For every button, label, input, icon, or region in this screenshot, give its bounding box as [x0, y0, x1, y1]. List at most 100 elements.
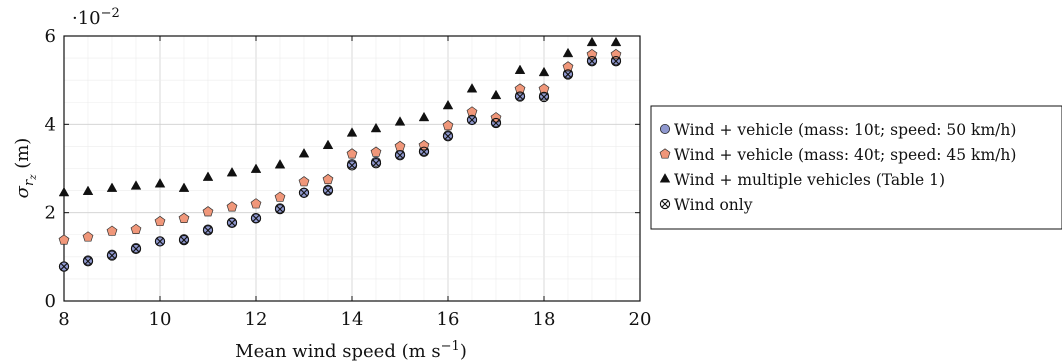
data-point: [490, 112, 502, 123]
legend-label: Wind + vehicle (mass: 40t; speed: 45 km/…: [674, 146, 1016, 164]
y-axis-label-unit: (m): [12, 138, 33, 175]
x-axis-label-close: ): [460, 341, 467, 362]
y-tick-label: 0: [45, 291, 56, 312]
data-point: [298, 187, 310, 198]
data-point: [514, 64, 526, 74]
data-point: [562, 61, 574, 72]
series-2: [58, 48, 622, 245]
data-point: [394, 116, 406, 126]
legend-label: Wind only: [674, 196, 753, 214]
data-point: [538, 91, 550, 103]
data-point: [538, 83, 550, 94]
data-point: [154, 236, 166, 247]
x-tick-label: 18: [533, 309, 556, 330]
data-point: [394, 140, 406, 151]
data-point: [610, 48, 622, 60]
y-tick-label: 6: [45, 26, 56, 47]
data-point: [298, 148, 310, 158]
x-tick-label: 20: [629, 309, 652, 330]
data-point: [346, 160, 358, 171]
legend-marker: [659, 198, 671, 210]
series-3: [58, 36, 622, 197]
data-point: [562, 47, 574, 58]
data-point: [466, 114, 478, 126]
data-point: [130, 243, 142, 255]
y-tick-label: 4: [45, 114, 56, 135]
x-tick-label: 8: [58, 309, 69, 330]
data-point: [586, 36, 598, 47]
data-point: [466, 83, 478, 93]
data-point: [226, 217, 238, 228]
data-point: [370, 122, 382, 133]
data-point: [418, 146, 430, 157]
data-point: [226, 167, 238, 177]
data-point: [202, 206, 214, 217]
data-point: [202, 225, 214, 236]
data-point: [106, 250, 118, 261]
data-point: [514, 83, 526, 94]
x-tick-label: 16: [437, 309, 460, 330]
data-point: [154, 215, 166, 227]
legend-marker: [659, 173, 671, 183]
y-axis-label-subsub: z: [28, 174, 39, 181]
legend-label: Wind + vehicle (mass: 10t; speed: 50 km/…: [674, 121, 1016, 139]
data-point: [322, 173, 334, 185]
data-point: [250, 163, 262, 173]
legend-label: Wind + multiple vehicles (Table 1): [674, 171, 945, 189]
data-point: [202, 171, 214, 181]
data-point: [178, 182, 190, 192]
data-point: [154, 178, 166, 188]
data-point: [322, 185, 334, 196]
data-point: [82, 256, 94, 267]
data-point: [490, 117, 502, 129]
x-axis-label-superscript: −1: [441, 339, 460, 354]
data-point: [514, 91, 526, 102]
data-point: [610, 56, 622, 67]
y-axis-label-sub: r: [22, 179, 37, 186]
data-point: [610, 36, 622, 47]
y-axis-label: σrz (m): [12, 138, 39, 199]
data-point: [274, 159, 286, 169]
series-4: [58, 56, 622, 272]
x-tick-label: 12: [245, 309, 268, 330]
y-tick-label: 2: [45, 203, 56, 224]
data-point: [586, 56, 598, 67]
data-point: [562, 69, 574, 80]
data-point: [178, 212, 190, 223]
data-point: [58, 234, 70, 245]
x-tick-label: 10: [149, 309, 172, 330]
x-axis-label: Mean wind speed (m s−1): [235, 339, 467, 362]
data-point: [226, 201, 238, 212]
data-point: [346, 148, 358, 159]
data-point: [106, 225, 118, 236]
data-point: [322, 139, 334, 150]
axis-ticks: 8 10 12 14 16 18 20 0 2 4 6: [45, 26, 652, 330]
data-point: [130, 223, 142, 235]
data-point: [250, 198, 262, 209]
data-point: [586, 48, 598, 60]
data-point: [442, 131, 454, 142]
data-point: [370, 146, 382, 157]
data-point: [418, 111, 430, 122]
data-point: [442, 99, 454, 110]
data-point: [274, 191, 286, 202]
data-point: [298, 176, 310, 187]
data-point: [250, 213, 262, 224]
data-point: [442, 120, 454, 131]
data-point: [274, 203, 286, 215]
legend-marker: [659, 148, 671, 159]
data-point: [538, 66, 550, 77]
data-point: [82, 231, 94, 242]
series-1: [59, 55, 622, 272]
y-scale-exponent: −2: [101, 6, 120, 21]
data-point: [82, 185, 94, 195]
data-point: [346, 127, 358, 137]
legend-marker: [660, 124, 671, 135]
y-scale-factor: ·10−2: [72, 6, 120, 29]
data-point: [58, 261, 70, 272]
data-marks: [58, 36, 622, 272]
legend: Wind + vehicle (mass: 10t; speed: 50 km/…: [650, 105, 1062, 230]
data-point: [58, 186, 70, 197]
data-point: [370, 158, 382, 169]
